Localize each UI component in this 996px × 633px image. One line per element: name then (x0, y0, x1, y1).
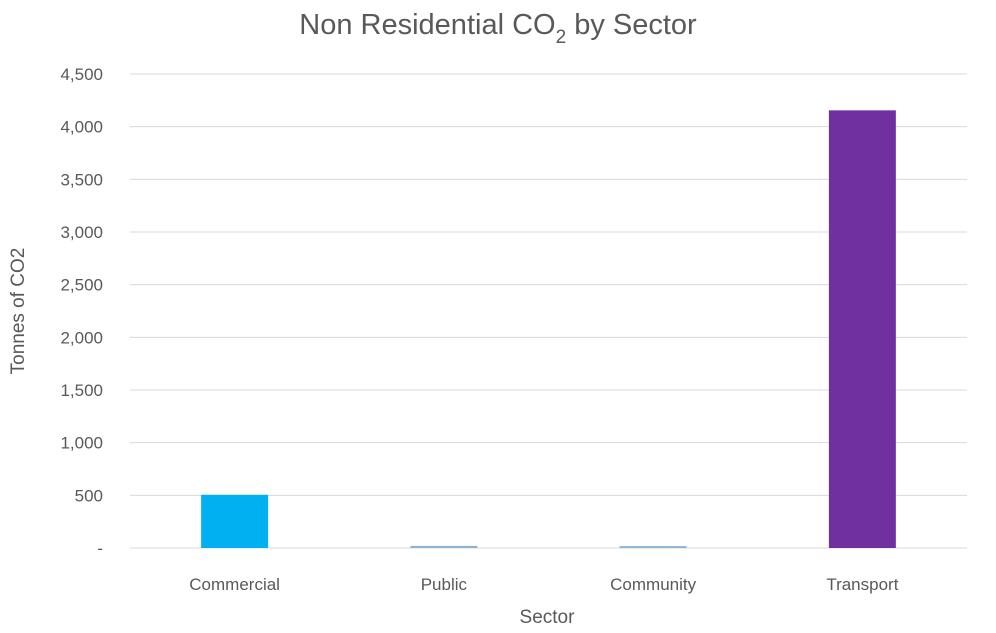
y-tick-label: 1,500 (60, 381, 103, 400)
bar-community (619, 546, 687, 548)
bar-public (410, 545, 478, 548)
x-tick-label: Commercial (189, 575, 280, 594)
y-tick-label: 3,000 (60, 223, 103, 242)
y-tick-label: 2,500 (60, 276, 103, 295)
y-axis-ticks: - 500 1,000 1,500 2,000 2,500 3,000 3,500 4,000 4… (60, 65, 103, 558)
chart-title-main: Non Residential CO (299, 9, 555, 41)
gridlines (130, 73, 967, 549)
y-axis-label: Tonnes of CO2 (8, 248, 29, 375)
bars (201, 110, 896, 548)
x-tick-label: Community (610, 575, 696, 594)
bar-commercial (201, 494, 269, 548)
x-tick-label: Public (421, 575, 468, 594)
bar-transport (828, 110, 896, 548)
x-axis-ticks: Commercial Public Community Transport (189, 575, 898, 594)
y-tick-label: 1,000 (60, 434, 103, 453)
y-tick-label: 3,500 (60, 170, 103, 189)
y-tick-label: - (97, 539, 103, 558)
chart-title: Non Residential CO2 by Sector (299, 9, 697, 48)
chart-title-suffix: by Sector (566, 9, 697, 41)
x-axis-label: Sector (520, 607, 576, 628)
y-tick-label: 4,500 (60, 65, 103, 84)
y-tick-label: 4,000 (60, 118, 103, 137)
chart-title-subscript: 2 (556, 27, 567, 48)
y-tick-label: 2,000 (60, 328, 103, 347)
x-tick-label: Transport (826, 575, 898, 594)
y-tick-label: 500 (75, 486, 103, 505)
